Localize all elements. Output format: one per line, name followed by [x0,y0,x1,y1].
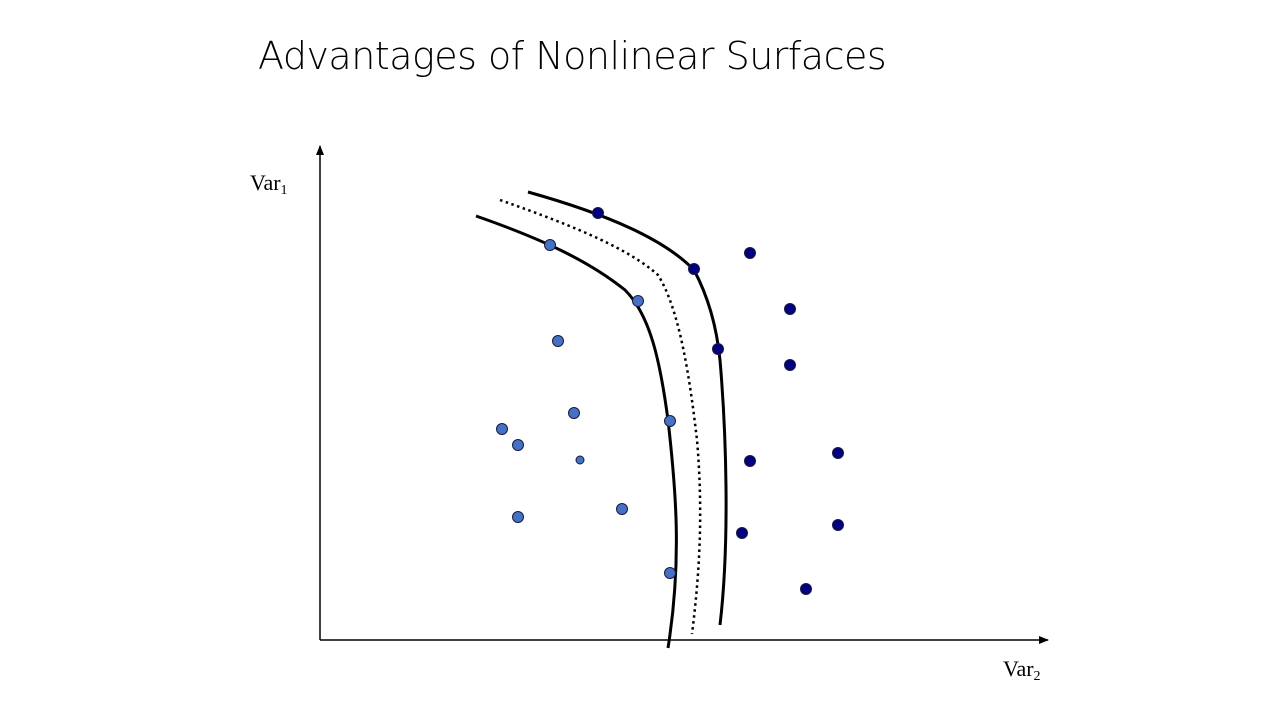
class-b-point [744,455,756,467]
class-b-point [736,527,748,539]
class-a-point [575,455,585,465]
class-a-point [512,439,524,451]
class-b-point [832,447,844,459]
x-axis-label-main: Var [1003,656,1034,681]
y-axis-label-sub: 1 [280,183,288,198]
margin-curve-left [475,214,678,649]
class-a-point [512,511,524,523]
class-b-point [784,303,796,315]
class-a-point [552,335,564,347]
slide-title: Advantages of Nonlinear Surfaces [258,34,887,78]
class-b-point [744,247,756,259]
margin-curve-right [527,190,728,626]
class-a-point [544,239,556,251]
class-a-point [664,415,676,427]
class-a-point [632,295,644,307]
y-axis-label: Var1 [250,170,288,199]
class-b-point [800,583,812,595]
decision-curve-dotted [499,198,702,635]
class-b-point [712,343,724,355]
class-a-point [616,503,628,515]
x-axis-label-sub: 2 [1033,669,1041,684]
class-b-point [784,359,796,371]
class-b-points [592,207,844,595]
class-a-point [664,567,676,579]
class-b-point [832,519,844,531]
x-axis-label: Var2 [1003,656,1041,685]
class-b-point [592,207,604,219]
class-b-point [688,263,700,275]
class-a-point [568,407,580,419]
class-a-points [496,239,676,579]
y-axis-label-main: Var [250,170,281,195]
class-a-point [496,423,508,435]
